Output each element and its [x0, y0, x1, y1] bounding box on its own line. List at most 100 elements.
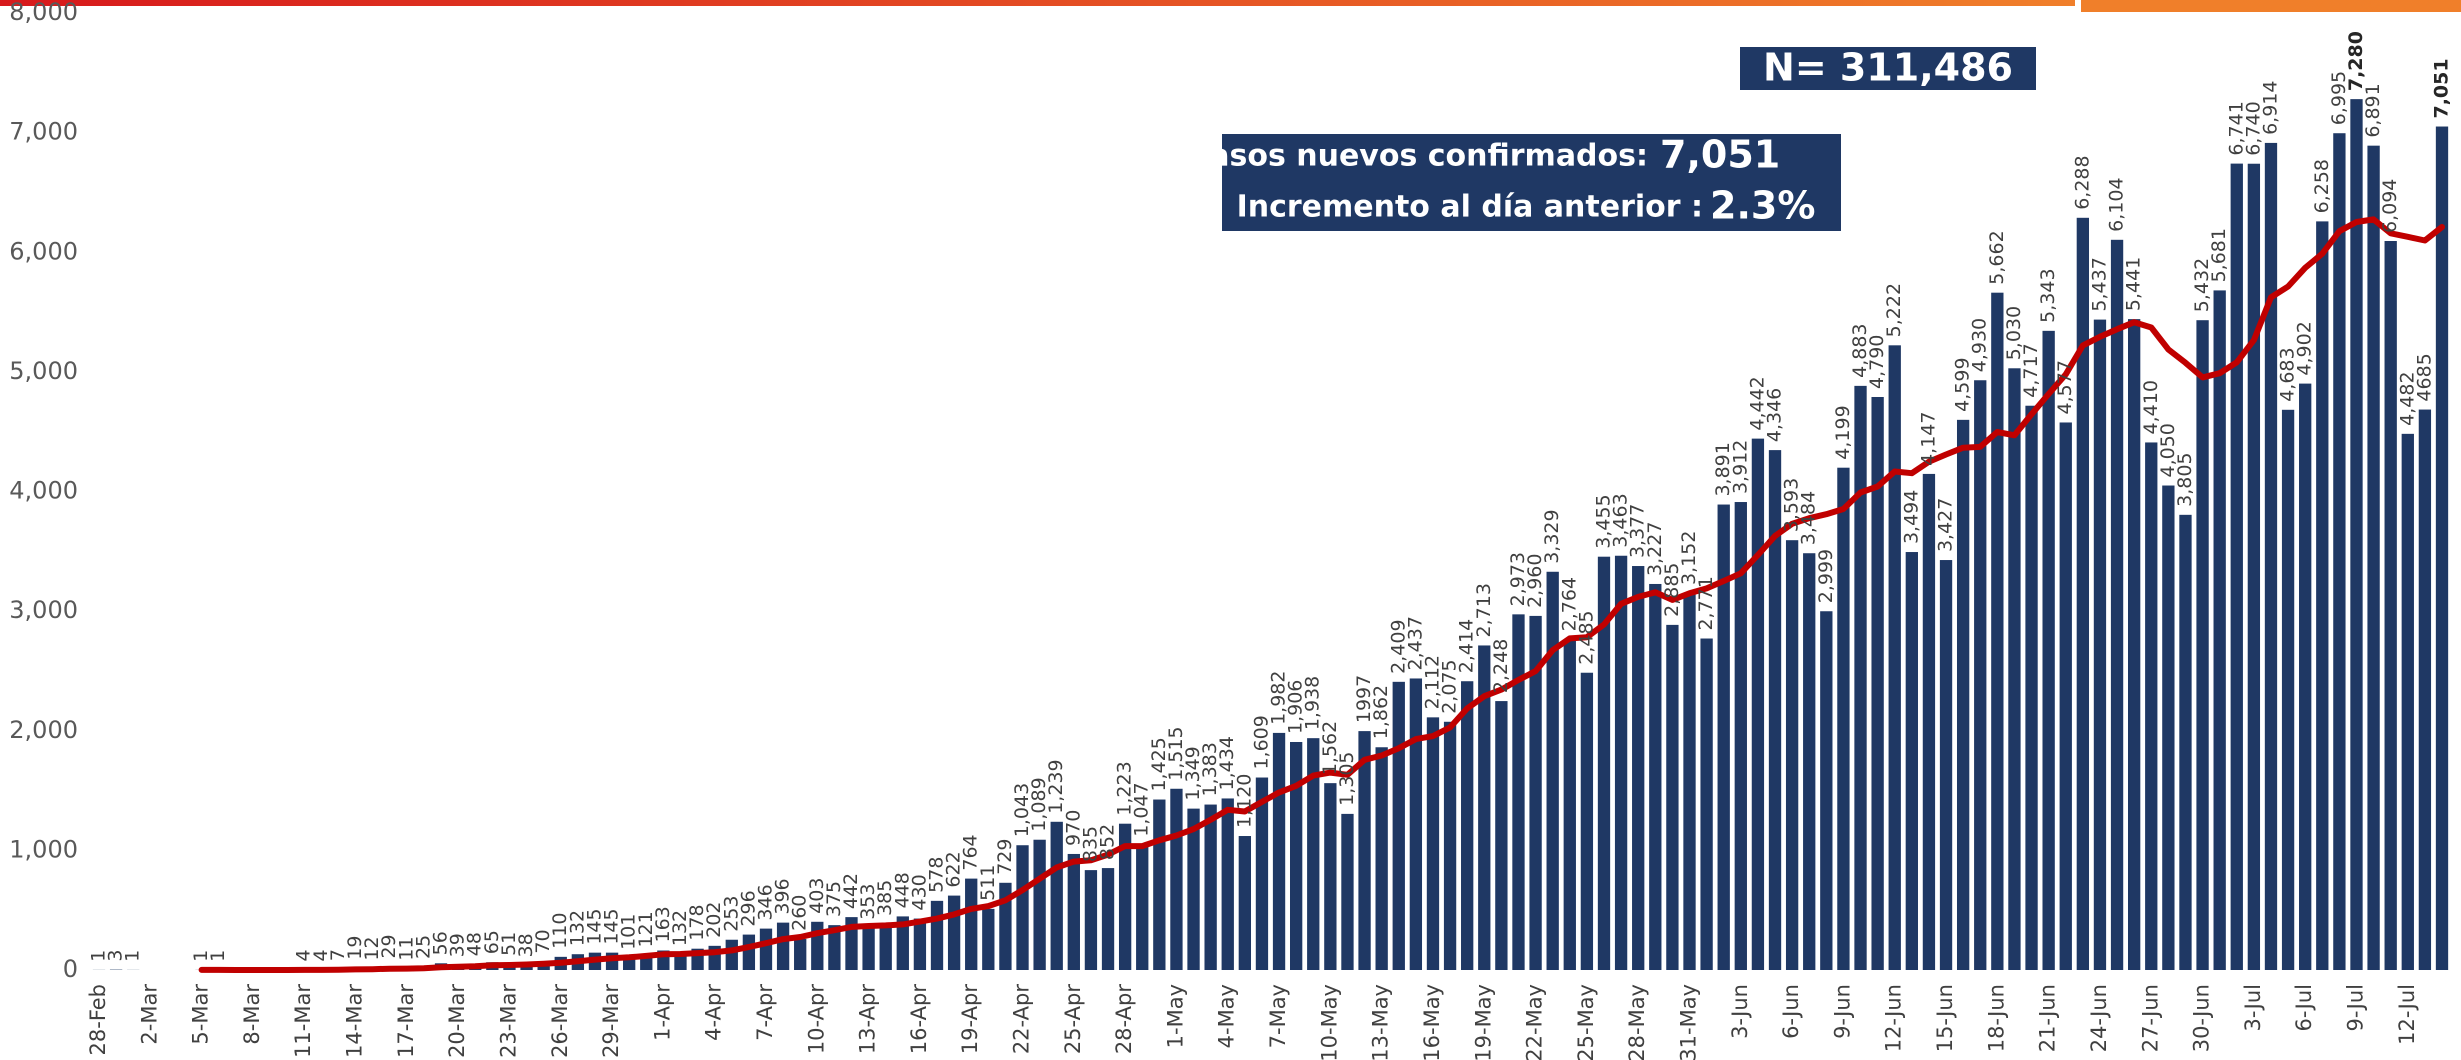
total-box — [1740, 47, 2036, 90]
value-label: 3,463 — [1610, 493, 1632, 547]
value-label: 38 — [515, 933, 537, 957]
x-tick-label: 25-May — [1574, 984, 1598, 1060]
bar — [1289, 741, 1303, 970]
bar — [2418, 409, 2432, 970]
bar — [1820, 611, 1833, 970]
value-label: 1 — [88, 950, 110, 962]
value-label: 145 — [601, 908, 623, 944]
value-label: 132 — [566, 910, 588, 946]
bar — [965, 878, 978, 970]
bar — [1084, 870, 1098, 970]
new-label: Casos nuevos confirmados: — [1187, 139, 1648, 174]
value-label: 2,409 — [1387, 619, 1409, 673]
y-tick-label: 6,000 — [9, 237, 78, 265]
bar — [2281, 409, 2295, 970]
value-label: 1 — [207, 950, 229, 962]
x-tick-label: 4-Apr — [702, 984, 726, 1041]
value-label: 110 — [549, 913, 571, 949]
value-label: 1,120 — [1233, 774, 1255, 828]
bar — [674, 954, 687, 970]
value-label: 132 — [669, 910, 691, 946]
bar — [947, 895, 961, 970]
x-tick-label: 7-May — [1266, 984, 1290, 1048]
x-tick-label: 9-Jul — [2343, 984, 2367, 1031]
value-label: 5,662 — [1986, 230, 2008, 284]
value-label: 2,999 — [1815, 549, 1837, 603]
value-label: 2,771 — [1695, 576, 1717, 630]
value-label: 7,051 — [2431, 58, 2453, 118]
x-tick-label: 30-Jun — [2190, 984, 2214, 1052]
x-tick-label: 16-Apr — [907, 984, 931, 1055]
value-label: 3,329 — [1541, 509, 1563, 563]
bar — [1050, 821, 1063, 970]
bar — [742, 934, 756, 970]
value-label: 145 — [583, 908, 605, 944]
value-label: 1,047 — [1131, 782, 1153, 836]
value-label: 511 — [977, 865, 999, 901]
bar — [725, 939, 738, 970]
value-label: 48 — [464, 932, 486, 956]
bar — [1751, 438, 1765, 971]
value-label: 260 — [789, 895, 811, 931]
top-band — [0, 0, 2075, 6]
bar — [1324, 783, 1337, 970]
bar — [2264, 142, 2278, 971]
bar — [2076, 217, 2090, 971]
value-label: 764 — [960, 834, 982, 870]
value-label: 5,222 — [1883, 283, 1905, 337]
x-tick-label: 3-Jul — [2241, 984, 2265, 1031]
value-label: 5,681 — [2208, 228, 2230, 282]
value-label: 346 — [754, 884, 776, 920]
value-label: 6,995 — [2328, 71, 2350, 125]
value-label: 7,280 — [2345, 31, 2367, 91]
x-tick-label: 17-Mar — [394, 984, 418, 1058]
value-label: 6,914 — [2259, 81, 2281, 135]
bar — [828, 925, 841, 970]
x-tick-label: 12-Jun — [1882, 984, 1906, 1052]
bar — [1649, 583, 1662, 970]
x-tick-label: 7-Apr — [753, 984, 777, 1041]
bar — [776, 922, 790, 970]
y-tick-label: 0 — [63, 955, 78, 983]
x-tick-label: 31-May — [1677, 984, 1701, 1060]
bar — [2213, 290, 2226, 970]
value-label: 4,883 — [1849, 323, 1871, 377]
bar — [1238, 836, 1252, 970]
value-label: 3,494 — [1900, 490, 1922, 544]
bar — [2042, 330, 2055, 970]
value-label: 56 — [430, 931, 452, 955]
bar — [811, 921, 824, 970]
x-tick-label: 21-Jun — [2036, 984, 2060, 1052]
x-tick-label: 3-Jun — [1728, 984, 1752, 1039]
x-tick-label: 28-Apr — [1112, 984, 1136, 1055]
value-label: 296 — [737, 890, 759, 926]
bar — [2179, 514, 2192, 970]
value-label: 4,410 — [2140, 380, 2162, 434]
value-label: 65 — [481, 930, 503, 954]
bar — [2196, 320, 2209, 970]
bar — [1392, 681, 1405, 970]
value-label: 3,805 — [2174, 452, 2196, 506]
value-label: 4,442 — [1746, 376, 1768, 430]
x-tick-label: 28-May — [1625, 984, 1649, 1060]
value-label: 970 — [1062, 810, 1084, 846]
value-label: 2,960 — [1524, 554, 1546, 608]
value-label: 2,764 — [1558, 577, 1580, 631]
value-label: 729 — [994, 839, 1016, 875]
new-value: 7,051 — [1660, 133, 1780, 177]
value-label: 622 — [943, 851, 965, 887]
value-label: 578 — [926, 857, 948, 893]
value-label: 3,427 — [1935, 498, 1957, 552]
bar — [1153, 799, 1166, 970]
bar — [1666, 624, 1679, 970]
value-label: 2,973 — [1507, 552, 1529, 606]
value-label: 4,717 — [2020, 343, 2042, 397]
bar — [2145, 442, 2158, 970]
bar — [1614, 555, 1628, 970]
x-tick-label: 10-Apr — [804, 984, 828, 1055]
value-label: 6,104 — [2106, 177, 2128, 231]
value-label: 3,484 — [1798, 491, 1820, 545]
x-tick-label: 13-Apr — [856, 984, 880, 1055]
bar — [1016, 845, 1029, 970]
value-label: 2,485 — [1575, 610, 1597, 664]
